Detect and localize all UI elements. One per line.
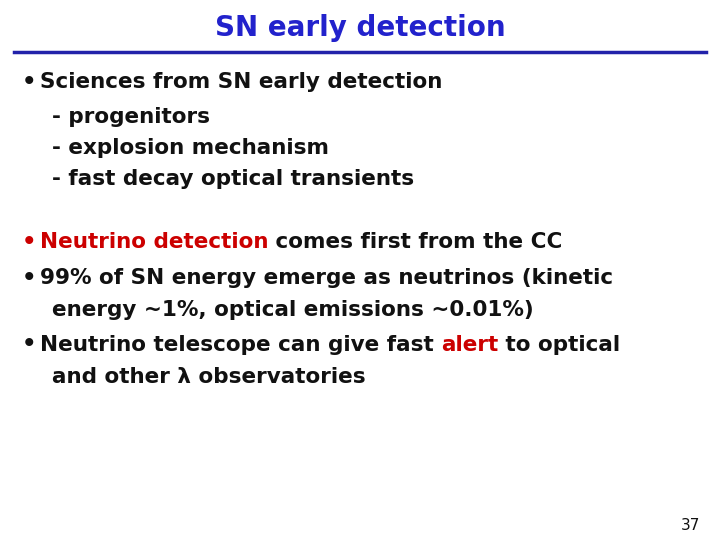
Text: energy ∼1%, optical emissions ∼0.01%): energy ∼1%, optical emissions ∼0.01%) <box>52 300 534 320</box>
Text: •: • <box>22 267 37 289</box>
Text: •: • <box>22 71 37 93</box>
Text: •: • <box>22 231 37 253</box>
Text: 37: 37 <box>680 517 700 532</box>
Text: alert: alert <box>441 335 498 355</box>
Text: - progenitors: - progenitors <box>52 107 210 127</box>
Text: Neutrino telescope can give fast: Neutrino telescope can give fast <box>40 335 441 355</box>
Text: •: • <box>22 334 37 356</box>
Text: Neutrino detection: Neutrino detection <box>40 232 269 252</box>
Text: SN early detection: SN early detection <box>215 14 505 42</box>
Text: - fast decay optical transients: - fast decay optical transients <box>52 169 414 189</box>
Text: - explosion mechanism: - explosion mechanism <box>52 138 329 158</box>
Text: to optical: to optical <box>498 335 621 355</box>
Text: 99% of SN energy emerge as neutrinos (kinetic: 99% of SN energy emerge as neutrinos (ki… <box>40 268 613 288</box>
Text: and other λ observatories: and other λ observatories <box>52 367 366 387</box>
Text: Sciences from SN early detection: Sciences from SN early detection <box>40 72 442 92</box>
Text: comes first from the CC: comes first from the CC <box>269 232 563 252</box>
